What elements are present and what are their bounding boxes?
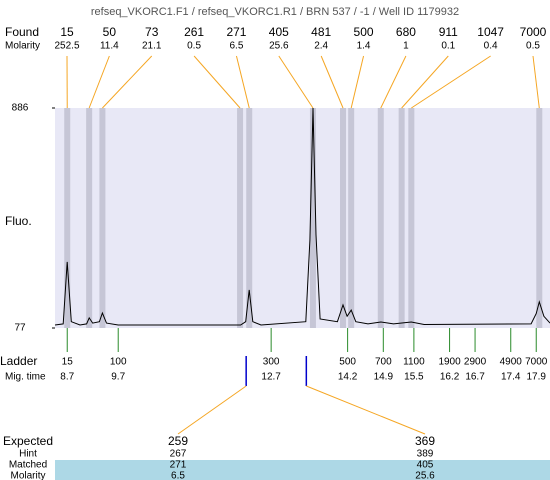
hint-size: 267 bbox=[170, 449, 187, 460]
expected-size: 259 bbox=[168, 434, 188, 448]
found-molarity: 25.6 bbox=[269, 41, 289, 52]
peak-band bbox=[99, 108, 106, 328]
found-size: 481 bbox=[311, 25, 331, 39]
title: refseq_VKORC1.F1 / refseq_VKORC1.R1 / BR… bbox=[91, 6, 459, 18]
found-size: 405 bbox=[269, 25, 289, 39]
peak-connector bbox=[235, 55, 250, 109]
peak-band bbox=[408, 108, 415, 328]
trace bbox=[54, 107, 550, 326]
found-size: 73 bbox=[145, 25, 159, 39]
hint-label: Hint bbox=[19, 449, 37, 460]
peak-connector bbox=[193, 55, 241, 109]
ladder-size: 1100 bbox=[403, 357, 425, 368]
ladder-size: 500 bbox=[339, 357, 356, 368]
fluo-label: Fluo. bbox=[5, 214, 32, 228]
peak-connector bbox=[401, 55, 449, 109]
plot-area bbox=[55, 108, 550, 328]
ladder-size: 100 bbox=[110, 357, 127, 368]
found-size: 500 bbox=[354, 25, 374, 39]
expected-connector bbox=[306, 385, 426, 435]
ladder-size: 700 bbox=[375, 357, 392, 368]
found-size: 271 bbox=[226, 25, 246, 39]
expected-molarity-label: Molarity bbox=[10, 471, 45, 480]
ladder-size: 15 bbox=[62, 357, 74, 368]
found-molarity: 1 bbox=[403, 41, 409, 52]
peak-band bbox=[377, 108, 384, 328]
expected-label: Expected bbox=[3, 434, 53, 448]
found-molarity: 0.5 bbox=[526, 41, 540, 52]
found-size: 680 bbox=[396, 25, 416, 39]
ladder-time: 16.2 bbox=[440, 372, 460, 383]
found-molarity: 252.5 bbox=[54, 41, 79, 52]
found-size: 1047 bbox=[477, 25, 504, 39]
ladder-time: 17.4 bbox=[501, 372, 521, 383]
found-molarity: 0.5 bbox=[187, 41, 201, 52]
matched-size: 405 bbox=[417, 460, 434, 471]
ladder-time: 15.5 bbox=[404, 372, 424, 383]
peak-band bbox=[246, 108, 253, 328]
found-size: 911 bbox=[439, 25, 458, 39]
found-size: 7000 bbox=[520, 25, 547, 39]
peak-connector bbox=[102, 55, 153, 109]
y-tick-label: 77 bbox=[14, 323, 26, 334]
found-molarity: 11.4 bbox=[100, 41, 119, 52]
found-label: Found bbox=[5, 25, 39, 39]
ladder-time: 8.7 bbox=[60, 372, 74, 383]
ladder-time: 14.9 bbox=[374, 372, 394, 383]
found-molarity: 2.4 bbox=[314, 41, 328, 52]
found-molarity: 0.1 bbox=[441, 41, 455, 52]
peak-connector bbox=[320, 55, 344, 109]
found-size: 15 bbox=[60, 25, 74, 39]
matched-label: Matched bbox=[9, 460, 47, 471]
peak-connector bbox=[88, 55, 110, 109]
ladder-label: Ladder bbox=[0, 354, 37, 368]
peak-band bbox=[348, 108, 355, 328]
peak-connector bbox=[380, 55, 407, 109]
ladder-time: 12.7 bbox=[261, 372, 281, 383]
matched-size: 271 bbox=[170, 460, 187, 471]
peak-band bbox=[237, 108, 244, 328]
peak-connector bbox=[411, 55, 491, 109]
expected-size: 369 bbox=[415, 434, 435, 448]
ladder-time: 14.2 bbox=[338, 372, 358, 383]
expected-connector bbox=[177, 385, 247, 435]
peak-connector bbox=[278, 55, 314, 109]
ladder-time: 9.7 bbox=[111, 372, 125, 383]
peak-connector bbox=[532, 55, 540, 109]
matched-molarity: 25.6 bbox=[415, 471, 435, 480]
ladder-time: 16.7 bbox=[465, 372, 485, 383]
found-size: 261 bbox=[184, 25, 204, 39]
ladder-size: 1900 bbox=[438, 357, 461, 368]
ladder-size: 2900 bbox=[464, 357, 487, 368]
y-tick-label: 886 bbox=[12, 103, 29, 114]
peak-connector bbox=[350, 55, 365, 109]
peak-band bbox=[340, 108, 347, 328]
found-molarity: 6.5 bbox=[230, 41, 244, 52]
mig-time-label: Mig. time bbox=[5, 372, 46, 383]
peak-band bbox=[536, 108, 543, 328]
peak-band bbox=[398, 108, 405, 328]
found-molarity: 21.1 bbox=[142, 41, 162, 52]
hint-size: 389 bbox=[417, 449, 434, 460]
found-molarity: 0.4 bbox=[484, 41, 498, 52]
peak-band bbox=[64, 108, 71, 328]
found-molarity: 1.4 bbox=[357, 41, 371, 52]
matched-band bbox=[55, 460, 550, 480]
found-size: 50 bbox=[103, 25, 117, 39]
ladder-size: 4900 bbox=[500, 357, 523, 368]
peak-band bbox=[86, 108, 93, 328]
peak-band bbox=[309, 108, 316, 328]
ladder-time: 17.9 bbox=[527, 372, 547, 383]
ladder-size: 7000 bbox=[525, 357, 548, 368]
ladder-size: 300 bbox=[263, 357, 280, 368]
matched-molarity: 6.5 bbox=[171, 471, 185, 480]
molarity-label: Molarity bbox=[5, 41, 40, 52]
